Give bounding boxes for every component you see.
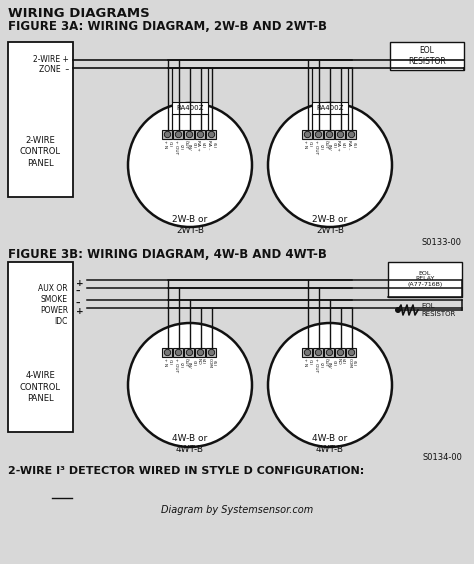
Circle shape [304, 349, 310, 356]
Circle shape [164, 349, 171, 356]
FancyBboxPatch shape [172, 102, 208, 114]
Circle shape [197, 131, 204, 138]
Text: (3)
– IN/
OUT: (3) – IN/ OUT [323, 140, 336, 149]
Text: 2-WIRE
CONTROL
PANEL: 2-WIRE CONTROL PANEL [20, 136, 61, 168]
Text: 2W-B or
2WT-B: 2W-B or 2WT-B [173, 215, 208, 235]
Text: IDC: IDC [55, 317, 68, 326]
FancyBboxPatch shape [313, 130, 323, 139]
Circle shape [128, 323, 252, 447]
Text: RA400Z: RA400Z [316, 105, 344, 111]
FancyBboxPatch shape [302, 348, 312, 357]
Circle shape [315, 131, 322, 138]
Circle shape [128, 103, 252, 227]
FancyBboxPatch shape [302, 130, 312, 139]
Circle shape [304, 131, 310, 138]
FancyBboxPatch shape [207, 130, 217, 139]
Circle shape [326, 131, 333, 138]
FancyBboxPatch shape [8, 42, 73, 197]
Circle shape [315, 349, 322, 356]
Circle shape [395, 307, 401, 313]
Text: EOL
RESISTOR: EOL RESISTOR [421, 303, 455, 316]
Text: S0133-00: S0133-00 [422, 238, 462, 247]
FancyBboxPatch shape [346, 130, 356, 139]
FancyBboxPatch shape [207, 348, 217, 357]
Circle shape [326, 349, 333, 356]
FancyBboxPatch shape [184, 348, 194, 357]
Text: (1)
+ N: (1) + N [303, 140, 311, 148]
FancyBboxPatch shape [325, 348, 335, 357]
FancyBboxPatch shape [346, 348, 356, 357]
Text: –: – [76, 287, 81, 296]
Text: –: – [76, 298, 81, 307]
Text: RA400Z: RA400Z [176, 105, 204, 111]
Text: 4-WIRE
CONTROL
PANEL: 4-WIRE CONTROL PANEL [20, 371, 61, 403]
Text: (2)
+ OUT: (2) + OUT [174, 358, 182, 372]
Text: (1)
+ N: (1) + N [164, 140, 172, 148]
Text: (4)
RA +: (4) RA + [197, 140, 204, 151]
FancyBboxPatch shape [336, 130, 346, 139]
Text: (4)
NO: (4) NO [197, 358, 204, 364]
Text: (2)
+ OUT: (2) + OUT [174, 140, 182, 154]
Text: (5)
COM: (5) COM [347, 358, 356, 368]
Circle shape [164, 131, 171, 138]
Text: EOL
RELAY
(A77-716B): EOL RELAY (A77-716B) [407, 271, 443, 287]
FancyBboxPatch shape [313, 348, 323, 357]
Text: ZONE  –: ZONE – [39, 65, 69, 74]
FancyBboxPatch shape [8, 262, 73, 432]
Circle shape [186, 349, 193, 356]
Text: (4)
RA +: (4) RA + [337, 140, 345, 151]
Circle shape [208, 131, 215, 138]
Text: (3)
– IN/
OUT: (3) – IN/ OUT [183, 358, 195, 368]
Text: FIGURE 3A: WIRING DIAGRAM, 2W-B AND 2WT-B: FIGURE 3A: WIRING DIAGRAM, 2W-B AND 2WT-… [8, 20, 327, 33]
Text: 2W-B or
2WT-B: 2W-B or 2WT-B [312, 215, 347, 235]
Text: (3)
– IN/
OUT: (3) – IN/ OUT [323, 358, 336, 368]
FancyBboxPatch shape [184, 130, 194, 139]
Text: S0134-00: S0134-00 [422, 453, 462, 462]
Text: 2-WIRE I³ DETECTOR WIRED IN STYLE D CONFIGURATION:: 2-WIRE I³ DETECTOR WIRED IN STYLE D CONF… [8, 466, 364, 476]
Circle shape [348, 131, 355, 138]
Text: +: + [76, 306, 83, 315]
Circle shape [175, 131, 182, 138]
Circle shape [337, 131, 344, 138]
Circle shape [186, 131, 193, 138]
Circle shape [208, 349, 215, 356]
FancyBboxPatch shape [173, 130, 183, 139]
FancyBboxPatch shape [336, 348, 346, 357]
Text: (5)
COM: (5) COM [208, 358, 216, 368]
Text: (2)
+ OUT: (2) + OUT [315, 358, 322, 372]
Text: (5)
RA –: (5) RA – [208, 140, 216, 149]
Circle shape [175, 349, 182, 356]
Text: 4W-B or
4WT-B: 4W-B or 4WT-B [173, 434, 208, 454]
Text: (4)
NO: (4) NO [337, 358, 345, 364]
FancyBboxPatch shape [312, 102, 348, 114]
Text: FIGURE 3B: WIRING DIAGRAM, 4W-B AND 4WT-B: FIGURE 3B: WIRING DIAGRAM, 4W-B AND 4WT-… [8, 248, 327, 261]
Circle shape [348, 349, 355, 356]
Circle shape [268, 103, 392, 227]
Text: (1)
+ N: (1) + N [303, 358, 311, 366]
FancyBboxPatch shape [388, 262, 462, 297]
Circle shape [197, 349, 204, 356]
FancyBboxPatch shape [325, 130, 335, 139]
FancyBboxPatch shape [390, 42, 464, 70]
Text: +: + [76, 279, 83, 288]
Circle shape [268, 323, 392, 447]
Text: (2)
+ OUT: (2) + OUT [315, 140, 322, 154]
FancyBboxPatch shape [195, 348, 206, 357]
Text: EOL
RESISTOR: EOL RESISTOR [408, 46, 446, 65]
Text: (3)
– IN/
OUT: (3) – IN/ OUT [183, 140, 195, 149]
Text: AUX OR
SMOKE
POWER: AUX OR SMOKE POWER [38, 284, 68, 315]
Text: 4W-B or
4WT-B: 4W-B or 4WT-B [312, 434, 347, 454]
Text: (5)
RA –: (5) RA – [347, 140, 356, 149]
Text: 2-WIRE +: 2-WIRE + [33, 55, 69, 64]
Text: Diagram by Systemsensor.com: Diagram by Systemsensor.com [161, 505, 313, 515]
Text: (1)
+ N: (1) + N [164, 358, 172, 366]
Circle shape [337, 349, 344, 356]
FancyBboxPatch shape [163, 348, 173, 357]
FancyBboxPatch shape [195, 130, 206, 139]
FancyBboxPatch shape [163, 130, 173, 139]
Text: WIRING DIAGRAMS: WIRING DIAGRAMS [8, 7, 150, 20]
FancyBboxPatch shape [173, 348, 183, 357]
